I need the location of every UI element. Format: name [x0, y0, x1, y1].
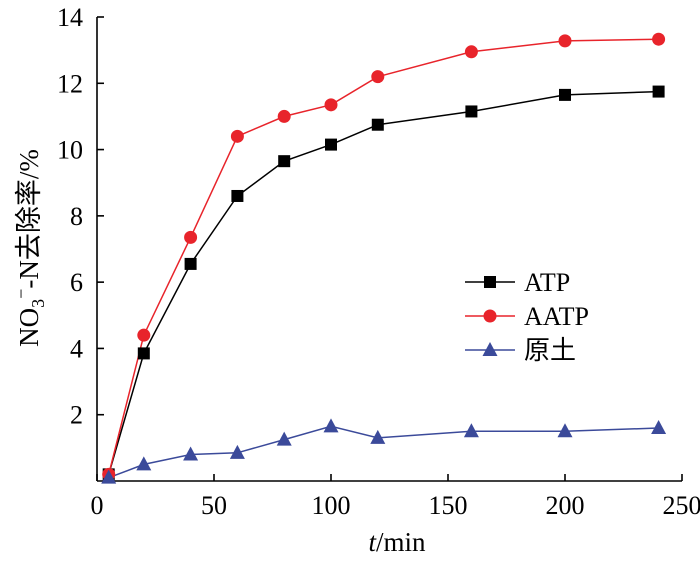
x-tick-label: 100: [312, 491, 351, 520]
data-point: [230, 129, 244, 143]
data-point: [651, 419, 667, 434]
data-point: [652, 32, 666, 46]
data-point: [559, 88, 571, 101]
data-point: [325, 138, 337, 151]
x-tick-label: 250: [663, 491, 700, 520]
series-markers: [101, 32, 667, 484]
legend-label: AATP: [524, 302, 589, 331]
legend-label: ATP: [524, 268, 570, 297]
data-point: [652, 85, 665, 98]
data-point: [278, 155, 291, 168]
legend-label: 原土: [524, 336, 576, 365]
data-point: [558, 34, 572, 48]
x-axis-title-italic: t: [368, 527, 377, 557]
data-point: [463, 423, 479, 438]
x-axis-title-rest: /min: [376, 527, 426, 557]
data-point: [229, 444, 245, 459]
data-point: [464, 45, 478, 59]
axes: [96, 16, 683, 482]
data-point: [184, 230, 198, 244]
data-point: [370, 429, 386, 444]
data-point: [183, 446, 199, 461]
data-point: [137, 347, 150, 360]
tick-labels: 2 4 6 8 10 12 14 0 50 100 150 200 250: [57, 3, 700, 520]
data-point: [277, 109, 291, 123]
y-axis-title-pre: NO: [14, 308, 44, 347]
series-line-3: [108, 425, 659, 479]
legend-marker: [483, 309, 497, 323]
y-axis-title-sub: 3: [28, 299, 48, 308]
data-point: [323, 418, 339, 433]
y-axis-title-sup: −: [11, 289, 31, 299]
y-axis-title-post: -N去除率/%: [14, 149, 44, 288]
data-point: [101, 469, 117, 484]
x-tick-label: 50: [201, 491, 227, 520]
legend: ATP AATP 原土: [465, 268, 589, 365]
legend-marker: [484, 276, 496, 288]
series-line-2: [107, 38, 659, 475]
data-point: [231, 189, 244, 202]
data-point: [276, 431, 292, 446]
legend-marker: [482, 342, 498, 356]
data-point: [371, 70, 385, 84]
y-tick-label: 14: [57, 3, 83, 32]
series-lines: [107, 38, 659, 479]
y-axis-title: NO3−-N去除率/%: [11, 149, 48, 347]
x-tick-label: 0: [91, 491, 104, 520]
y-tick-label: 6: [70, 268, 83, 297]
data-point: [136, 456, 152, 471]
data-point: [557, 423, 573, 438]
data-point: [465, 105, 478, 118]
x-axis-title: t/min: [368, 527, 426, 557]
series-line-1: [107, 90, 659, 475]
x-tick-label: 150: [429, 491, 468, 520]
y-tick-label: 10: [57, 136, 83, 165]
y-tick-label: 2: [70, 401, 83, 430]
y-tick-label: 8: [70, 202, 83, 231]
x-tick-label: 200: [546, 491, 585, 520]
y-tick-label: 12: [57, 69, 83, 98]
data-point: [371, 118, 384, 131]
y-tick-label: 4: [70, 334, 83, 363]
data-point: [184, 257, 197, 270]
data-point: [324, 98, 338, 112]
data-point: [137, 328, 151, 342]
